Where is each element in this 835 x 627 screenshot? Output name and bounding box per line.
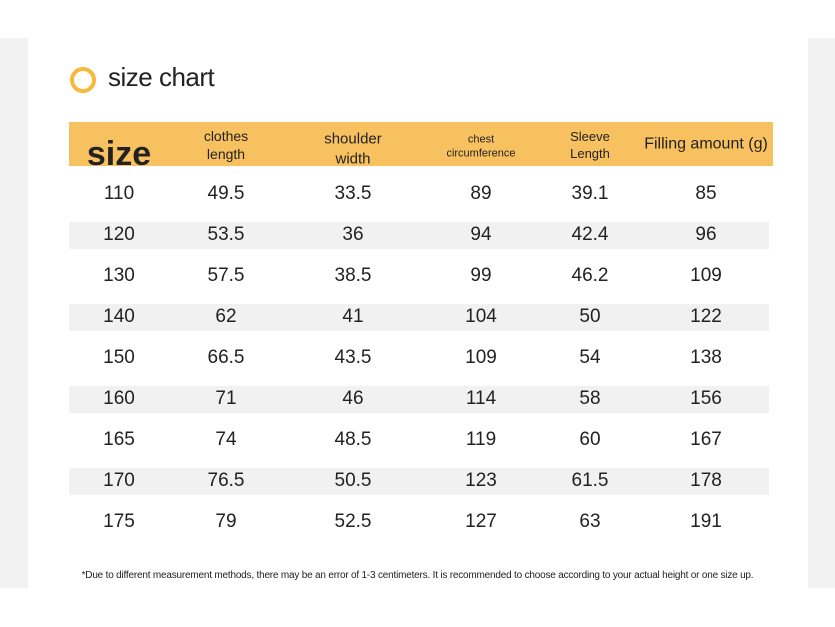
table-cell: 57.5 [207,265,245,286]
row-stripe [69,221,769,249]
footnote: *Due to different measurement methods, t… [81,570,754,581]
table-cell: 127 [465,511,497,532]
table-cell: 42.4 [571,224,609,245]
title-icon [70,67,96,93]
table-cell: 46.2 [571,265,609,286]
table-cell: 50.5 [334,470,372,491]
table-cell: 33.5 [334,183,372,204]
table-cell: 109 [465,347,497,368]
table-cell: 52.5 [334,511,372,532]
table-cell: 41 [342,306,364,327]
table-cell: 175 [103,511,135,532]
table-cell: 96 [695,224,717,245]
table-cell: 191 [690,511,722,532]
table-cell: 62 [215,306,237,327]
table-cell: 170 [103,470,135,491]
row-stripe [69,467,769,495]
table-cell: 114 [465,388,497,409]
table-cell: 178 [690,470,722,491]
table-cell: 76.5 [207,470,245,491]
table-cell: 167 [690,429,722,450]
table-cell: 85 [695,183,717,204]
table-cell: 54 [579,347,601,368]
table-cell: 38.5 [334,265,372,286]
column-header: size [86,134,152,173]
table-cell: 50 [579,306,601,327]
table-cell: 138 [690,347,722,368]
table-cell: 71 [215,388,237,409]
column-header: chest circumference [446,133,516,160]
table-cell: 94 [470,224,492,245]
table-cell: 99 [470,265,492,286]
table-cell: 109 [690,265,722,286]
table-cell: 61.5 [571,470,609,491]
table-cell: 66.5 [207,347,245,368]
table-cell: 39.1 [571,183,609,204]
table-cell: 74 [215,429,237,450]
table-cell: 89 [470,183,492,204]
table-cell: 46 [342,388,364,409]
column-header: shoulder width [324,130,382,168]
column-header: Filling amount (g) [644,135,768,153]
table-cell: 160 [103,388,135,409]
table-cell: 156 [690,388,722,409]
side-strip [808,38,835,588]
table-cell: 110 [103,183,135,204]
table-cell: 43.5 [334,347,372,368]
table-cell: 104 [465,306,497,327]
header-band [69,122,773,166]
table-cell: 60 [579,429,601,450]
table-cell: 119 [465,429,497,450]
column-header: Sleeve Length [570,129,610,161]
table-cell: 122 [690,306,722,327]
table-cell: 58 [579,388,601,409]
side-strip [0,38,28,588]
table-cell: 79 [215,511,237,532]
table-cell: 53.5 [207,224,245,245]
column-header: clothes length [203,127,249,162]
table-cell: 49.5 [207,183,245,204]
table-cell: 140 [103,306,135,327]
table-cell: 165 [103,429,135,450]
row-stripe [69,303,769,331]
table-cell: 63 [579,511,601,532]
table-cell: 36 [342,224,364,245]
table-cell: 123 [465,470,497,491]
table-cell: 130 [103,265,135,286]
table-cell: 150 [103,347,135,368]
row-stripe [69,385,769,413]
table-cell: 48.5 [334,429,372,450]
title: size chart [108,62,215,92]
table-cell: 120 [103,224,135,245]
